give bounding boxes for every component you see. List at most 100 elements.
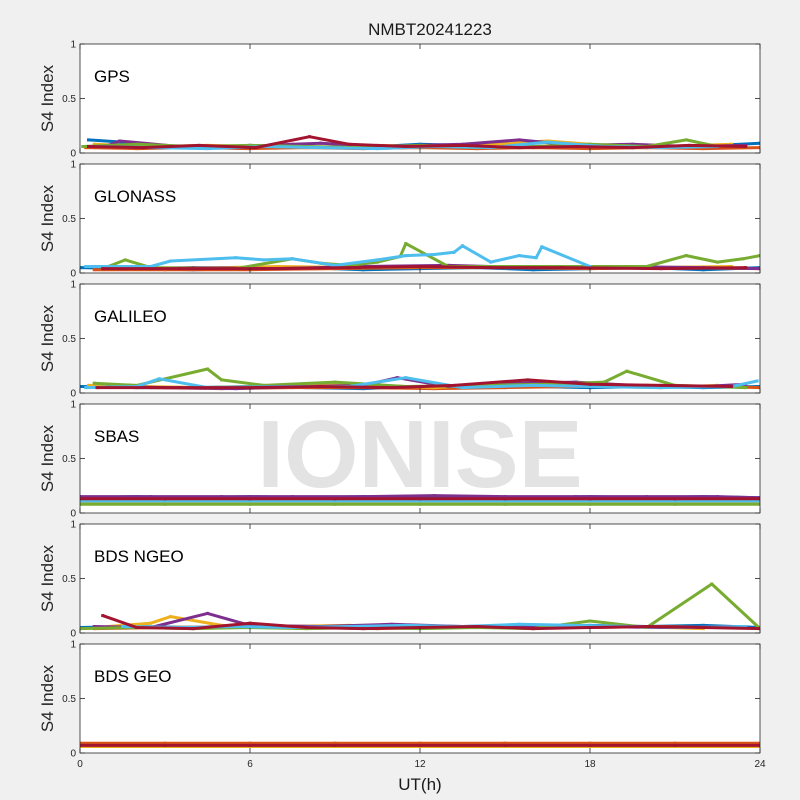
- data-point: [206, 611, 209, 615]
- data-point: [588, 626, 592, 629]
- data-point: [475, 625, 479, 628]
- data-point: [461, 244, 464, 248]
- data-point: [534, 256, 538, 260]
- data-point: [248, 502, 252, 506]
- data-point: [191, 627, 195, 631]
- data-point: [197, 143, 201, 147]
- data-point: [333, 497, 337, 501]
- constellation-label: BDS NGEO: [94, 547, 184, 566]
- data-point: [291, 257, 294, 261]
- data-point: [248, 386, 252, 390]
- data-point: [432, 494, 436, 498]
- data-point: [163, 743, 167, 747]
- data-point: [291, 495, 294, 499]
- data-point: [123, 258, 127, 262]
- data-point: [305, 626, 309, 629]
- data-point: [157, 377, 161, 381]
- data-point: [631, 142, 634, 146]
- data-point: [140, 146, 144, 150]
- data-point: [744, 266, 748, 270]
- data-point: [80, 497, 82, 501]
- data-point: [432, 253, 436, 256]
- data-point: [163, 741, 167, 745]
- data-point: [659, 383, 663, 387]
- x-tick-label: 18: [584, 759, 596, 770]
- data-point: [687, 143, 691, 147]
- y-axis-label: S4 Index: [38, 664, 57, 732]
- data-point: [149, 495, 153, 499]
- panel-plot-area: [80, 644, 760, 753]
- data-point: [101, 614, 105, 618]
- data-point: [169, 259, 173, 263]
- data-point: [118, 139, 122, 143]
- data-point: [758, 743, 760, 747]
- data-point: [101, 267, 105, 271]
- data-point: [333, 741, 337, 745]
- x-tick-label: 6: [247, 759, 253, 770]
- data-point: [461, 386, 464, 390]
- data-point: [701, 147, 705, 151]
- panel-series-group: [80, 367, 760, 391]
- panel-sbas: 0 0.5 1 S4 Index SBAS: [38, 400, 761, 520]
- data-point: [254, 146, 258, 150]
- data-point: [80, 499, 82, 503]
- data-point: [526, 378, 530, 382]
- data-point: [92, 625, 96, 628]
- data-point: [730, 385, 734, 388]
- y-tick-label: 0: [70, 749, 76, 760]
- data-point: [376, 260, 379, 264]
- panel-gps: 0 0.5 1 S4 Index GPS: [38, 40, 761, 160]
- data-point: [659, 267, 663, 271]
- data-point: [531, 383, 535, 387]
- y-tick-label: 1: [70, 160, 76, 171]
- data-point: [347, 263, 351, 267]
- panel-plot-area: [80, 44, 760, 153]
- data-point: [418, 497, 422, 501]
- data-point: [758, 267, 760, 271]
- data-point: [333, 380, 337, 384]
- data-point: [673, 497, 677, 501]
- panel-plot-area: [80, 524, 760, 633]
- data-point: [87, 138, 90, 142]
- data-point: [333, 502, 337, 506]
- data-point: [710, 582, 714, 586]
- data-point: [673, 741, 677, 745]
- data-point: [92, 381, 96, 385]
- data-point: [588, 743, 592, 747]
- data-point: [744, 145, 748, 148]
- data-point: [744, 625, 748, 628]
- data-point: [755, 379, 759, 383]
- data-point: [659, 386, 663, 390]
- data-point: [574, 623, 578, 627]
- data-point: [588, 499, 592, 503]
- data-point: [84, 386, 88, 390]
- data-point: [248, 499, 252, 503]
- y-tick-label: 0.5: [62, 694, 76, 705]
- x-tick-label: 12: [414, 759, 426, 770]
- data-point: [80, 743, 82, 747]
- data-point: [163, 502, 167, 506]
- data-point: [319, 382, 323, 386]
- data-point: [645, 495, 649, 499]
- y-tick-label: 1: [70, 280, 76, 291]
- constellation-label: SBAS: [94, 427, 139, 446]
- data-point: [81, 145, 85, 148]
- data-point: [121, 625, 124, 628]
- data-point: [149, 621, 153, 625]
- data-point: [588, 741, 592, 745]
- data-point: [80, 385, 82, 388]
- data-point: [276, 265, 280, 268]
- data-point: [588, 385, 592, 388]
- data-point: [517, 254, 521, 258]
- data-point: [503, 743, 507, 747]
- y-tick-label: 0: [70, 629, 76, 640]
- data-point: [291, 142, 294, 146]
- panel-plot-area: [80, 164, 760, 273]
- data-point: [503, 497, 507, 501]
- data-point: [475, 383, 479, 387]
- data-point: [684, 254, 688, 258]
- data-point: [418, 741, 422, 745]
- data-point: [308, 135, 311, 139]
- panel-series-group: [80, 582, 760, 631]
- data-point: [602, 380, 606, 384]
